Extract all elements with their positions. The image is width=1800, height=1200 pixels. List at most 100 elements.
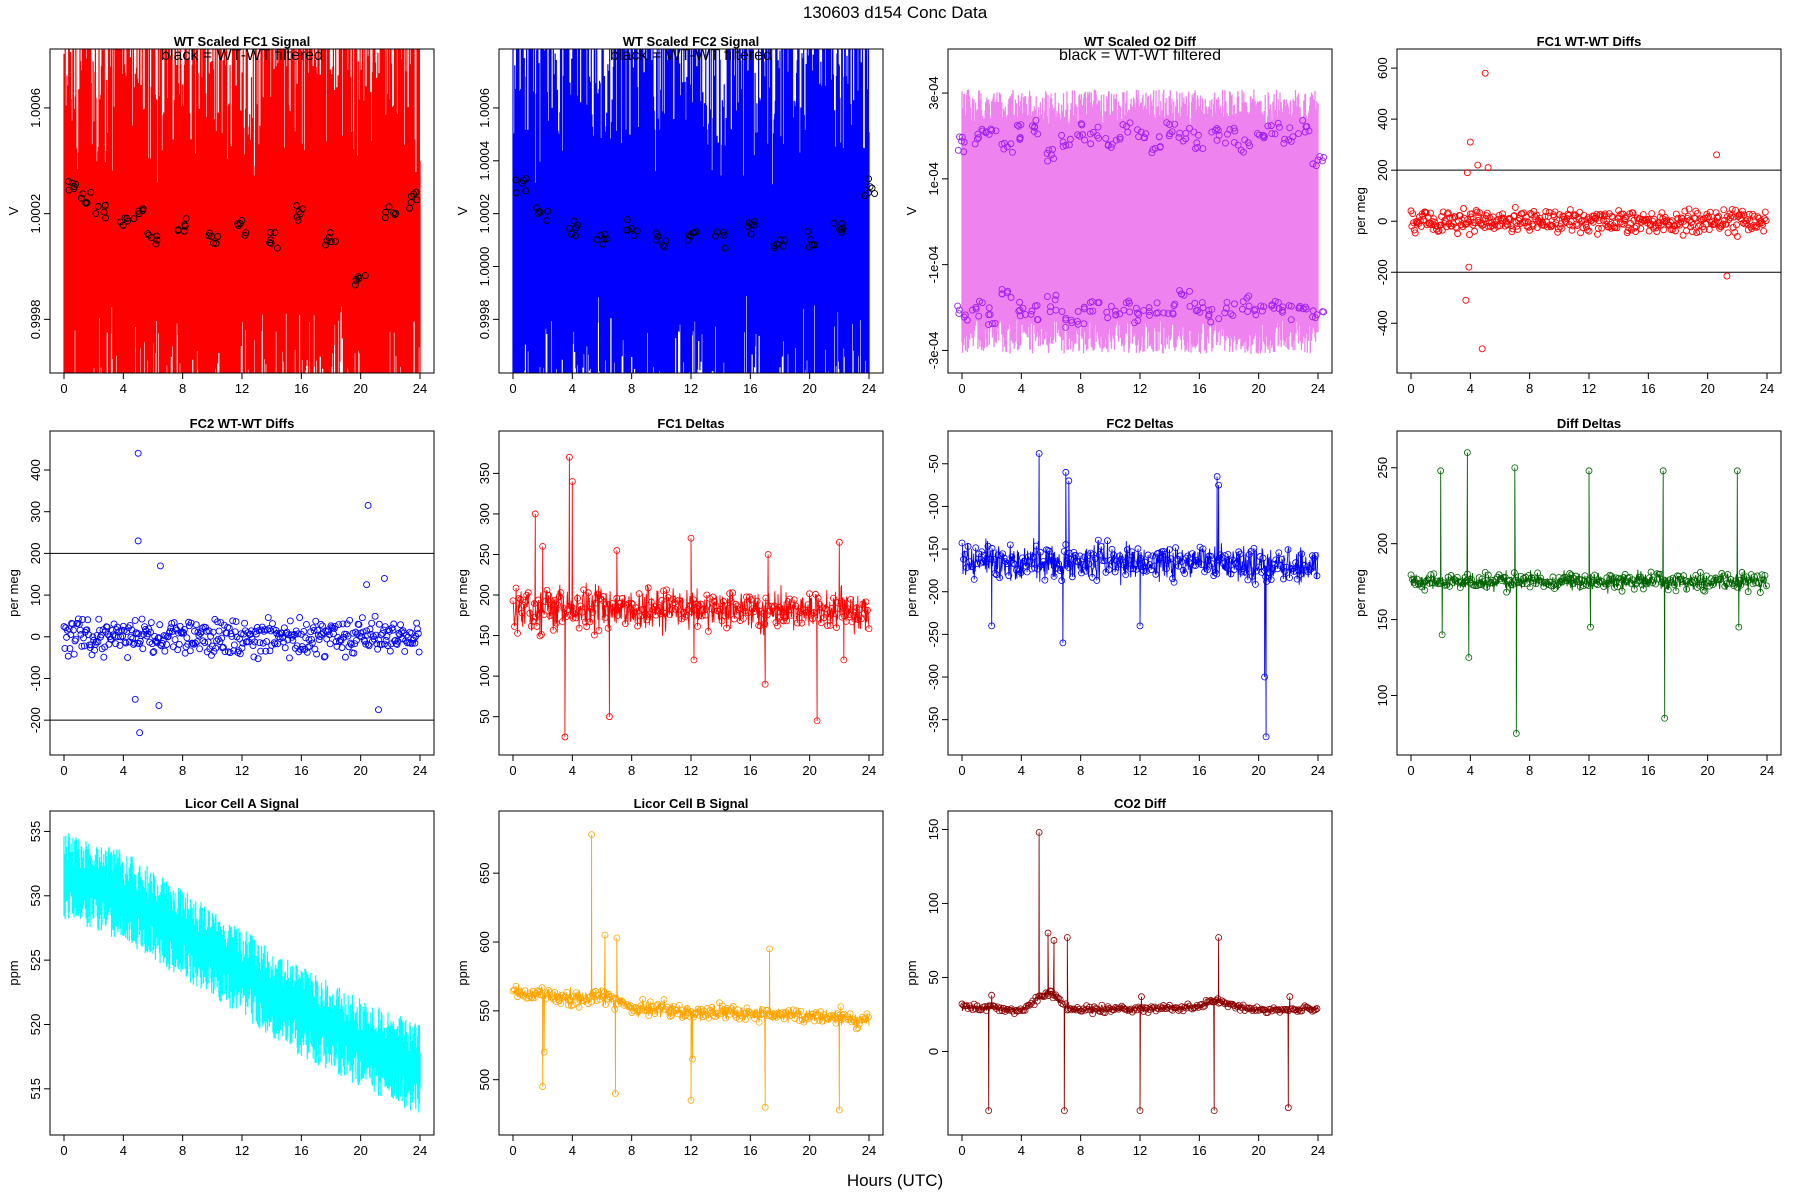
- p10-point: [766, 945, 774, 953]
- p5-point: [346, 616, 354, 624]
- p3-point: [1134, 126, 1141, 134]
- p7-point: [1163, 565, 1170, 573]
- p8-point: [1615, 574, 1623, 582]
- p10-point: [761, 1103, 769, 1111]
- p4-outlier: [1462, 296, 1470, 304]
- p10-point: [791, 1015, 799, 1022]
- p2-point: [861, 192, 869, 200]
- p3-point: [1243, 294, 1251, 302]
- p2-point: [536, 208, 544, 216]
- p6-point: [707, 605, 715, 613]
- p5-point: [66, 645, 74, 652]
- p7-point: [1276, 562, 1284, 570]
- p6-point: [604, 624, 612, 632]
- p6-point: [543, 586, 551, 594]
- p10-title: Licor Cell B Signal: [634, 796, 749, 811]
- p6-point: [521, 598, 529, 606]
- p6-point: [667, 606, 675, 614]
- p7-point: [987, 555, 995, 563]
- p4-point: [1510, 212, 1518, 220]
- p8-xtick-label: 0: [1407, 763, 1414, 778]
- p7-point: [1039, 558, 1047, 565]
- p3-point: [1264, 122, 1272, 130]
- p7-point: [1253, 567, 1261, 575]
- p7-point: [999, 550, 1007, 558]
- p3-point: [1270, 304, 1278, 312]
- p8-point: [1597, 577, 1605, 585]
- p7-point: [1267, 576, 1275, 584]
- p6-point: [589, 608, 597, 616]
- p4-point: [1666, 218, 1674, 226]
- chart-p5: FC2 WT-WT Diffs 0 4 8 12 16 20 24 -200 -100 0 100 20…: [6, 416, 435, 778]
- p4-point: [1733, 232, 1741, 240]
- p11-point: [1242, 1004, 1250, 1012]
- p3-point: [1086, 307, 1094, 315]
- p4-outlier: [1474, 161, 1482, 169]
- p7-point: [1275, 549, 1283, 557]
- p4-ytick-label: 400: [1375, 108, 1390, 130]
- p10-point: [609, 995, 617, 1003]
- p3-point: [1316, 153, 1324, 161]
- p1-point: [238, 216, 246, 224]
- p7-point: [1233, 558, 1241, 566]
- p6-point: [583, 623, 591, 630]
- p6-xtick-label: 0: [509, 763, 516, 778]
- p6-point: [587, 605, 595, 613]
- p3-point: [1065, 141, 1073, 149]
- p3-point: [1260, 134, 1268, 142]
- p5-point: [161, 647, 169, 655]
- p4-point: [1526, 226, 1534, 234]
- p6-series-0: [509, 453, 873, 741]
- p6-point: [617, 599, 625, 607]
- p10-point: [512, 982, 520, 990]
- p10-point: [789, 1006, 797, 1014]
- p3-point: [985, 130, 993, 138]
- p6-ytick-label: 150: [477, 625, 492, 647]
- p10-point: [580, 997, 588, 1005]
- p3-point: [1207, 318, 1215, 326]
- p8-point: [1563, 577, 1571, 585]
- p7-point: [1250, 544, 1258, 552]
- p3-series-1: [954, 116, 1328, 170]
- p3-data: [954, 89, 1328, 354]
- p7-point: [991, 569, 999, 577]
- p8-point: [1453, 573, 1461, 581]
- p3-title: WT Scaled O2 Diff: [1084, 34, 1197, 49]
- p5-point: [275, 630, 283, 638]
- p8-point: [1537, 574, 1545, 582]
- p7-point: [1036, 548, 1044, 556]
- p4-point: [1468, 210, 1476, 218]
- p4-point: [1592, 215, 1600, 223]
- p3-point: [985, 304, 993, 312]
- p5-point: [158, 639, 166, 647]
- p7-point: [1150, 562, 1158, 570]
- p11-point: [1004, 1006, 1012, 1013]
- p3-point: [1221, 309, 1229, 317]
- p1-point: [407, 198, 415, 206]
- p4-point: [1660, 226, 1668, 234]
- p2-point: [866, 183, 874, 191]
- p6-point: [539, 542, 547, 550]
- p11-point: [1138, 993, 1145, 1001]
- p7-point: [1056, 567, 1064, 574]
- p7-point: [1125, 556, 1133, 564]
- p10-point: [521, 987, 529, 995]
- p3-point: [1229, 312, 1237, 320]
- p6-point: [786, 595, 794, 603]
- p9-xtick-label: 16: [294, 1143, 308, 1158]
- p6-point: [536, 632, 544, 640]
- p4-point: [1608, 212, 1616, 220]
- p7-point: [1175, 562, 1183, 570]
- p11-point: [1167, 1005, 1175, 1013]
- p4-point: [1490, 224, 1498, 232]
- p3-point: [960, 313, 968, 321]
- p9-xtick-label: 12: [235, 1143, 249, 1158]
- p7-point: [1188, 550, 1196, 558]
- p5-xtick-label: 12: [235, 763, 249, 778]
- p2-point: [520, 177, 527, 184]
- p6-point: [555, 593, 563, 600]
- p3-point: [1004, 287, 1012, 295]
- p5-point: [189, 639, 197, 647]
- p4-point: [1627, 226, 1635, 234]
